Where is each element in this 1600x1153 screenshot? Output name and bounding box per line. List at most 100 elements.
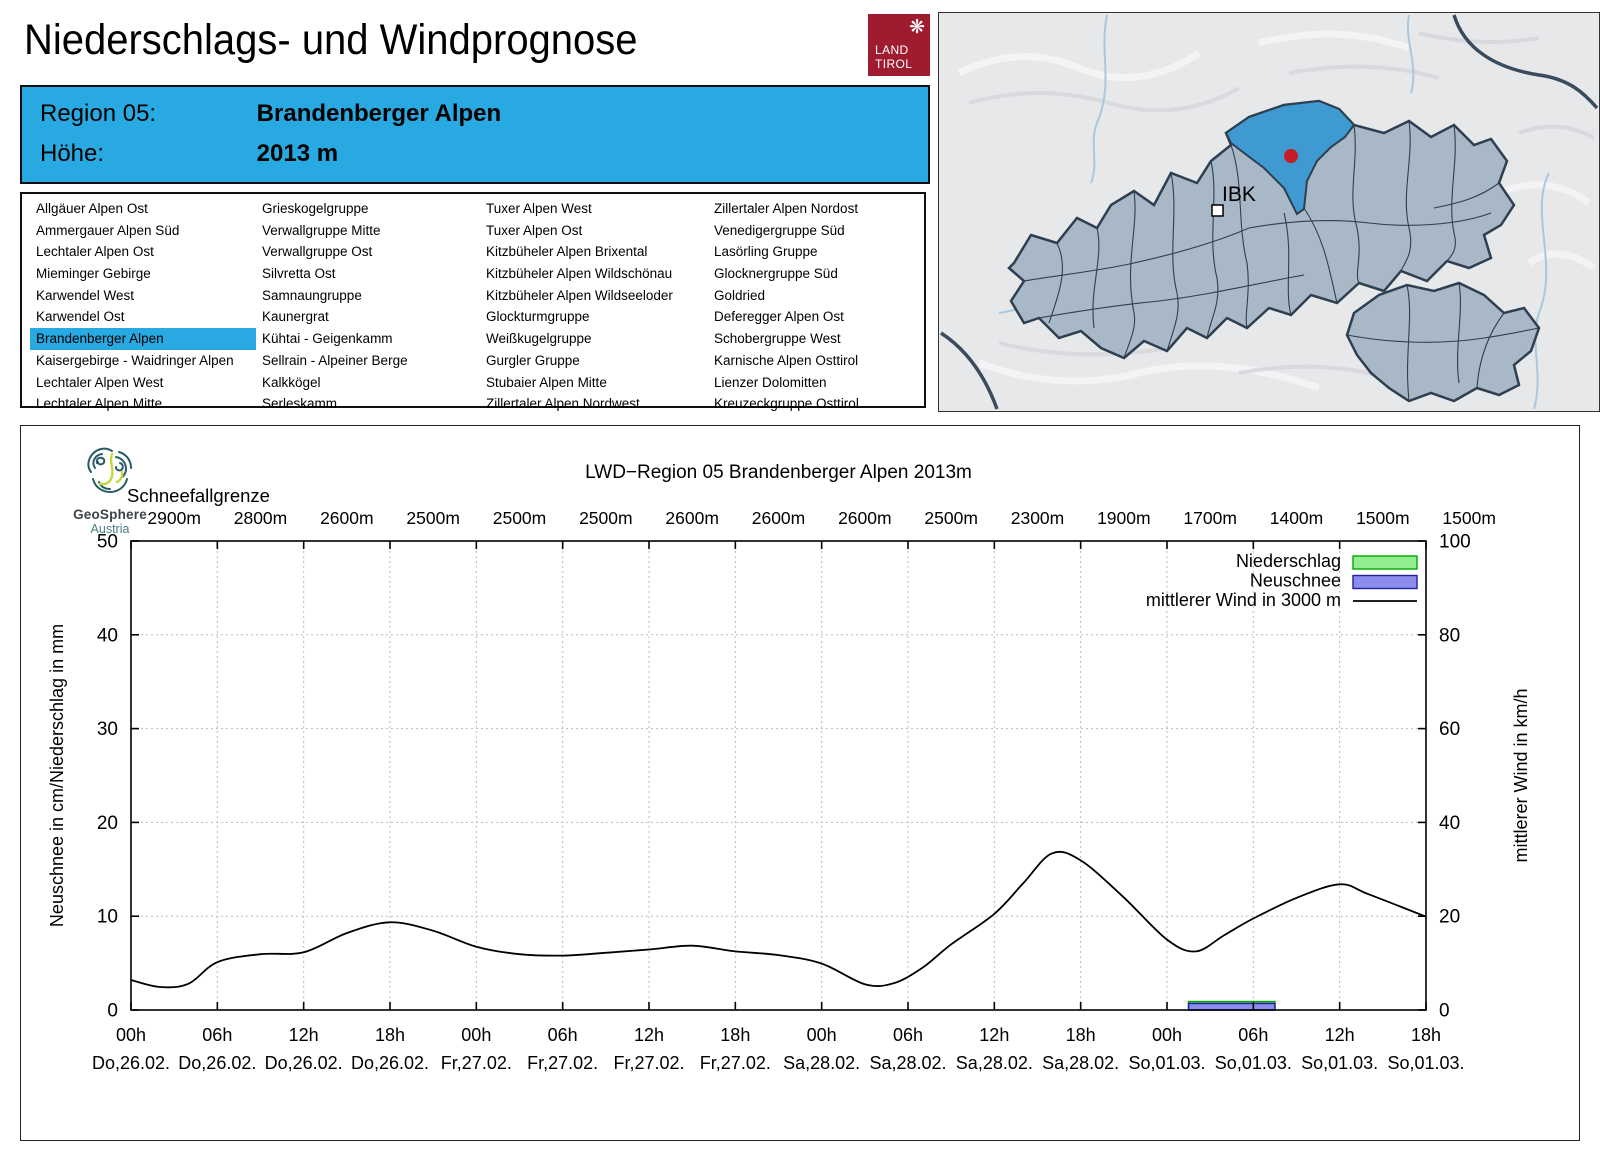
region-item[interactable]: Silvretta Ost <box>262 266 336 282</box>
x-date-label: Do,26.02. <box>265 1053 343 1073</box>
region-item[interactable]: Karwendel West <box>36 287 135 303</box>
x-date-label: Fr,27.02. <box>441 1053 512 1073</box>
region-item[interactable]: Kitzbüheler Alpen Brixental <box>486 244 648 260</box>
gridlines <box>131 541 1426 1010</box>
legend-label: mittlerer Wind in 3000 m <box>1146 590 1341 610</box>
snowline-value: 1400m <box>1270 508 1324 528</box>
region-item[interactable]: Lechtaler Alpen Ost <box>36 244 154 260</box>
region-column-0: Allgäuer Alpen Ost Ammergauer Alpen Süd Le… <box>30 198 256 415</box>
region-item[interactable]: Stubaier Alpen Mitte <box>486 374 607 390</box>
region-item[interactable]: Deferegger Alpen Ost <box>714 309 844 325</box>
region-item[interactable]: Karnische Alpen Osttirol <box>714 352 859 368</box>
region-item[interactable]: Mieminger Gebirge <box>36 266 151 282</box>
region-marker-dot <box>1284 149 1298 163</box>
x-date-label: So,01.03. <box>1215 1053 1292 1073</box>
region-item[interactable]: Venedigergruppe Süd <box>714 222 845 238</box>
y-left-tick: 30 <box>97 719 118 740</box>
tirol-region-map[interactable]: IBK <box>938 12 1600 412</box>
x-hour-label: 06h <box>548 1025 578 1045</box>
region-item[interactable]: Kaisergebirge - Waidringer Alpen <box>36 352 234 368</box>
region-item[interactable]: Kitzbüheler Alpen Wildschönau <box>486 266 673 282</box>
region-item[interactable]: Zillertaler Alpen Nordost <box>714 201 859 216</box>
x-date-label: Fr,27.02. <box>700 1053 771 1073</box>
x-date-label: Sa,28.02. <box>869 1053 946 1073</box>
region-item[interactable]: Verwallgruppe Mitte <box>262 222 381 238</box>
snowline-value: 1700m <box>1183 508 1237 528</box>
x-hour-label: 12h <box>289 1025 319 1045</box>
region-item[interactable]: Grieskogelgruppe <box>262 201 369 216</box>
region-item[interactable]: Tuxer Alpen Ost <box>486 222 583 238</box>
wind-line <box>130 850 1427 989</box>
region-item[interactable]: Glocknergruppe Süd <box>714 266 838 282</box>
x-date-label: So,01.03. <box>1128 1053 1205 1073</box>
region-item[interactable]: Kreuzeckgruppe Osttirol <box>714 396 859 412</box>
region-item[interactable]: Allgäuer Alpen Ost <box>36 201 148 216</box>
region-item[interactable]: Lechtaler Alpen West <box>36 374 164 390</box>
snowline-value: 2600m <box>665 508 719 528</box>
region-item[interactable]: Kalkkögel <box>262 374 321 390</box>
region-item[interactable]: Kaunergrat <box>262 309 329 325</box>
snowline-value: 2900m <box>147 508 201 528</box>
x-date-label: Fr,27.02. <box>613 1053 684 1073</box>
region-item[interactable]: Glockturmgruppe <box>486 309 590 325</box>
national-border-line <box>940 14 1599 410</box>
region-item[interactable]: Verwallgruppe Ost <box>262 244 373 260</box>
legend-swatch-box <box>1352 574 1418 590</box>
y-right-tick: 0 <box>1439 1001 1450 1022</box>
map-svg: IBK <box>939 13 1599 411</box>
chart-title: LWD−Region 05 Brandenberger Alpen 2013m <box>585 462 972 483</box>
altitude-value: 2013 m <box>256 140 339 167</box>
x-date-label: Sa,28.02. <box>1042 1053 1119 1073</box>
y-right-tick: 80 <box>1439 625 1460 646</box>
region-column-1: Grieskogelgruppe Verwallgruppe Mitte Verwa… <box>256 198 480 415</box>
snowline-value: 2500m <box>493 508 547 528</box>
x-date-label: Sa,28.02. <box>783 1053 860 1073</box>
y-left-tick: 10 <box>97 907 118 928</box>
region-item[interactable]: Weißkugelgruppe <box>486 331 592 347</box>
snowline-value: 2600m <box>752 508 806 528</box>
region-item[interactable]: Sellrain - Alpeiner Berge <box>262 352 408 368</box>
land-tirol-logo-text: LAND TIROL <box>875 43 913 71</box>
x-hour-label: 00h <box>807 1025 837 1045</box>
region-item[interactable]: Kitzbüheler Alpen Wildseeloder <box>486 287 673 303</box>
legend-swatch-box <box>1352 555 1418 570</box>
geosphere-logo: GeoSphere Austria <box>55 446 165 536</box>
region-item[interactable]: Samnaungruppe <box>262 287 362 303</box>
north-tirol-regions <box>1007 99 1516 360</box>
x-date-label: So,01.03. <box>1387 1053 1464 1073</box>
x-hour-label: 12h <box>634 1025 664 1045</box>
region-item-selected[interactable]: Brandenberger Alpen <box>30 328 256 350</box>
y-right-axis-title: mittlerer Wind in km/h <box>1511 688 1531 862</box>
region-item[interactable]: Gurgler Gruppe <box>486 352 580 368</box>
region-item[interactable]: Lienzer Dolomitten <box>714 374 827 390</box>
region-item[interactable]: Zillertaler Alpen Nordwest <box>486 396 640 412</box>
forecast-plot: LWD−Region 05 Brandenberger Alpen 2013m S… <box>47 462 1531 1073</box>
plot-frame <box>130 540 1427 1011</box>
region-item[interactable]: Schobergruppe West <box>714 331 841 347</box>
x-date-label: Sa,28.02. <box>956 1053 1033 1073</box>
x-hour-label: 00h <box>461 1025 491 1045</box>
region-header: Region 05: Brandenberger Alpen Höhe: 201… <box>20 85 930 184</box>
x-date-label: Fr,27.02. <box>527 1053 598 1073</box>
region-item[interactable]: Lechtaler Alpen Mitte <box>36 396 163 412</box>
x-hour-label: 06h <box>202 1025 232 1045</box>
snowline-value: 2500m <box>579 508 633 528</box>
y-left-tick: 0 <box>107 1001 118 1022</box>
x-date-label: Do,26.02. <box>178 1053 256 1073</box>
x-hour-label: 18h <box>375 1025 405 1045</box>
snowline-value: 1900m <box>1097 508 1151 528</box>
region-item[interactable]: Karwendel Ost <box>36 309 125 325</box>
region-item[interactable]: Goldried <box>714 287 766 303</box>
region-item[interactable]: Tuxer Alpen West <box>486 201 592 216</box>
region-item[interactable]: Ammergauer Alpen Süd <box>36 222 180 238</box>
region-item[interactable]: Lasörling Gruppe <box>714 244 818 260</box>
land-tirol-logo: ❋ LAND TIROL <box>868 14 930 76</box>
altitude-label: Höhe: <box>40 140 105 167</box>
region-column-3: Zillertaler Alpen Nordost Venedigergruppe… <box>708 198 920 415</box>
region-item[interactable]: Kühtai - Geigenkamm <box>262 331 393 347</box>
region-item[interactable]: Serleskamm <box>262 396 338 412</box>
innsbruck-label: IBK <box>1222 183 1256 206</box>
x-date-label: Do,26.02. <box>351 1053 429 1073</box>
east-tirol-boundaries <box>1346 282 1540 402</box>
